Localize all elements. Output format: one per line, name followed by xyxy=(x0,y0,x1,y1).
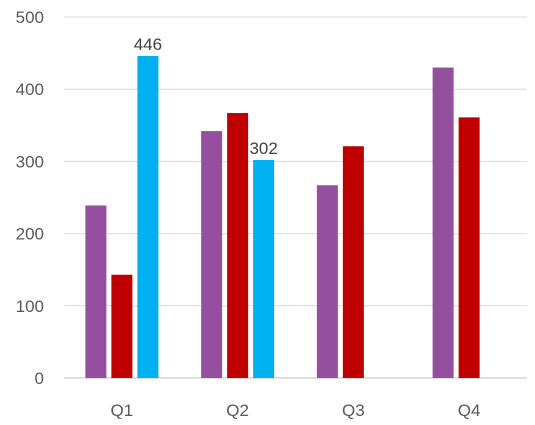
y-tick-label: 100 xyxy=(16,297,44,316)
x-tick-label: Q1 xyxy=(111,401,134,420)
bar-series1-q2 xyxy=(201,131,223,378)
bar-series2-q2 xyxy=(227,113,249,378)
data-label: 302 xyxy=(249,139,277,158)
y-tick-label: 200 xyxy=(16,225,44,244)
bar-series3-q1 xyxy=(137,55,159,378)
x-axis-tick-labels: Q1 Q2 Q3 Q4 xyxy=(111,401,481,420)
y-tick-label: 500 xyxy=(16,8,44,27)
y-tick-label: 400 xyxy=(16,80,44,99)
bar-series1-q3 xyxy=(316,185,338,378)
bar-series1-q1 xyxy=(85,205,107,378)
data-labels: 446 302 xyxy=(134,35,278,158)
bar-series2-q3 xyxy=(342,146,364,378)
data-label: 446 xyxy=(134,35,162,54)
x-tick-label: Q2 xyxy=(226,401,249,420)
bars xyxy=(85,55,480,378)
gridlines xyxy=(64,16,527,379)
y-axis-tick-labels: 0 100 200 300 400 500 xyxy=(16,8,44,388)
y-tick-label: 0 xyxy=(35,369,44,388)
x-tick-label: Q3 xyxy=(342,401,365,420)
x-tick-label: Q4 xyxy=(458,401,481,420)
bar-series1-q4 xyxy=(432,67,454,378)
y-tick-label: 300 xyxy=(16,152,44,171)
bar-series2-q4 xyxy=(458,117,480,378)
bar-series3-q2 xyxy=(253,159,275,378)
bar-series2-q1 xyxy=(111,274,133,378)
